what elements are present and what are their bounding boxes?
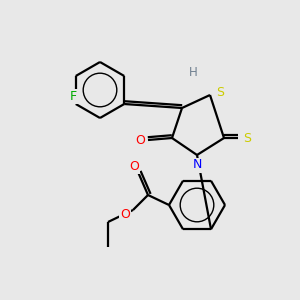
Text: O: O <box>129 160 139 172</box>
Text: F: F <box>70 89 77 103</box>
Text: S: S <box>216 86 224 100</box>
Text: O: O <box>135 134 145 146</box>
Text: O: O <box>120 208 130 220</box>
Text: S: S <box>243 131 251 145</box>
Text: N: N <box>192 158 202 172</box>
Text: H: H <box>189 65 197 79</box>
